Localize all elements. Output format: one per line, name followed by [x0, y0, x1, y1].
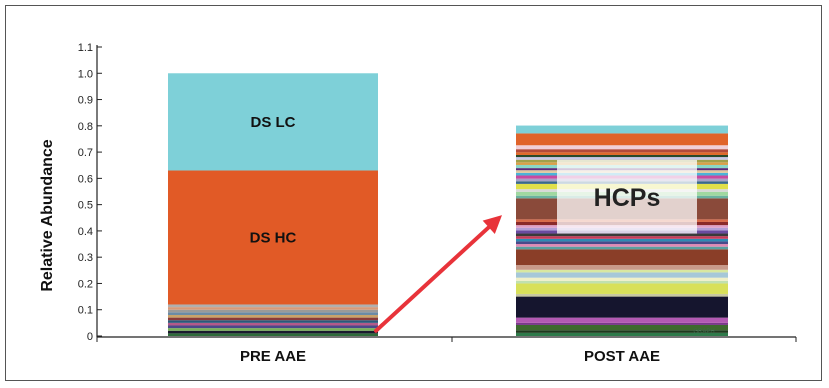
- bar-segment-1-39: [516, 157, 728, 160]
- bar-segment-0-13: [168, 73, 378, 171]
- bar-segment-1-1: [516, 330, 728, 333]
- bar-segment-1-41: [516, 152, 728, 155]
- hcps-label-box: [557, 159, 697, 234]
- bar-segment-0-6: [168, 317, 378, 321]
- bar-segment-1-4: [516, 317, 728, 323]
- bar-segment-0-3: [168, 325, 378, 329]
- x-category-label: PRE AAE: [240, 348, 306, 365]
- bar-segment-1-42: [516, 149, 728, 153]
- bar-segment-1-18: [516, 236, 728, 239]
- y-axis-title: Relative Abundance: [39, 139, 56, 291]
- arrow-shaft: [374, 225, 491, 333]
- arrow-head: [482, 215, 502, 234]
- bar-segment-0-4: [168, 322, 378, 326]
- bar-segment-1-0: [516, 332, 728, 336]
- bar-segment-0-7: [168, 314, 378, 318]
- annotations-group: DS LC DS HC HCPs GRAPH: [250, 114, 715, 335]
- watermark: GRAPH: [693, 329, 714, 335]
- y-tick-label: 0.9: [78, 95, 93, 107]
- bar-segment-0-10: [168, 307, 378, 310]
- bar-segment-1-40: [516, 154, 728, 158]
- bar-segment-0-5: [168, 320, 378, 323]
- bar-segment-1-7: [516, 283, 728, 294]
- bar-segment-1-19: [516, 233, 728, 237]
- bar-segment-0-8: [168, 312, 378, 315]
- y-tick-label: 0.5: [78, 200, 93, 212]
- bar-segment-1-6: [516, 293, 728, 297]
- bar-segment-1-3: [516, 322, 728, 325]
- bar-segment-1-11: [516, 269, 728, 273]
- bar-segment-1-43: [516, 145, 728, 150]
- bar-segment-0-1: [168, 330, 378, 334]
- bar-segment-1-45: [516, 125, 728, 134]
- bar-segment-0-0: [168, 333, 378, 336]
- bar-segment-1-16: [516, 241, 728, 245]
- bar-segment-1-8: [516, 280, 728, 284]
- y-axis: 0 0.1 0.2 0.3 0.4 0.5 0.6 0.7 0.8 0.9 1.0 1.1 Relati…: [39, 42, 102, 343]
- y-tick-label: 0.3: [78, 252, 93, 264]
- bar-segment-0-2: [168, 328, 378, 331]
- bar-segment-0-9: [168, 309, 378, 313]
- y-tick-label: 0.6: [78, 173, 93, 185]
- segment-label: DS LC: [251, 114, 296, 131]
- bar-segment-1-44: [516, 133, 728, 146]
- y-tick-label: 0.4: [78, 226, 93, 238]
- y-tick-label: 1.1: [78, 42, 93, 54]
- y-tick-label: 0.8: [78, 121, 93, 133]
- bar-segment-1-9: [516, 277, 728, 281]
- bar-segment-1-2: [516, 324, 728, 331]
- y-tick-label: 1.0: [78, 68, 93, 80]
- y-tick-label: 0.7: [78, 147, 93, 159]
- bar-segment-1-10: [516, 272, 728, 278]
- x-axis: PRE AAE POST AAE: [96, 336, 797, 365]
- bars-group: [168, 73, 728, 336]
- x-category-label: POST AAE: [584, 348, 660, 365]
- hcps-label: HCPs: [594, 184, 661, 212]
- bar-segment-0-11: [168, 304, 378, 308]
- y-tick-label: 0.1: [78, 305, 93, 317]
- bar-segment-1-14: [516, 246, 728, 250]
- bar-segment-1-17: [516, 238, 728, 242]
- bar-segment-0-12: [168, 170, 378, 305]
- bar-segment-1-5: [516, 296, 728, 318]
- y-tick-label: 0: [87, 331, 93, 343]
- bar-segment-1-13: [516, 249, 728, 266]
- bar-segment-1-12: [516, 265, 728, 270]
- bar-segment-1-15: [516, 244, 728, 247]
- segment-label: DS HC: [250, 229, 297, 246]
- y-tick-label: 0.2: [78, 278, 93, 290]
